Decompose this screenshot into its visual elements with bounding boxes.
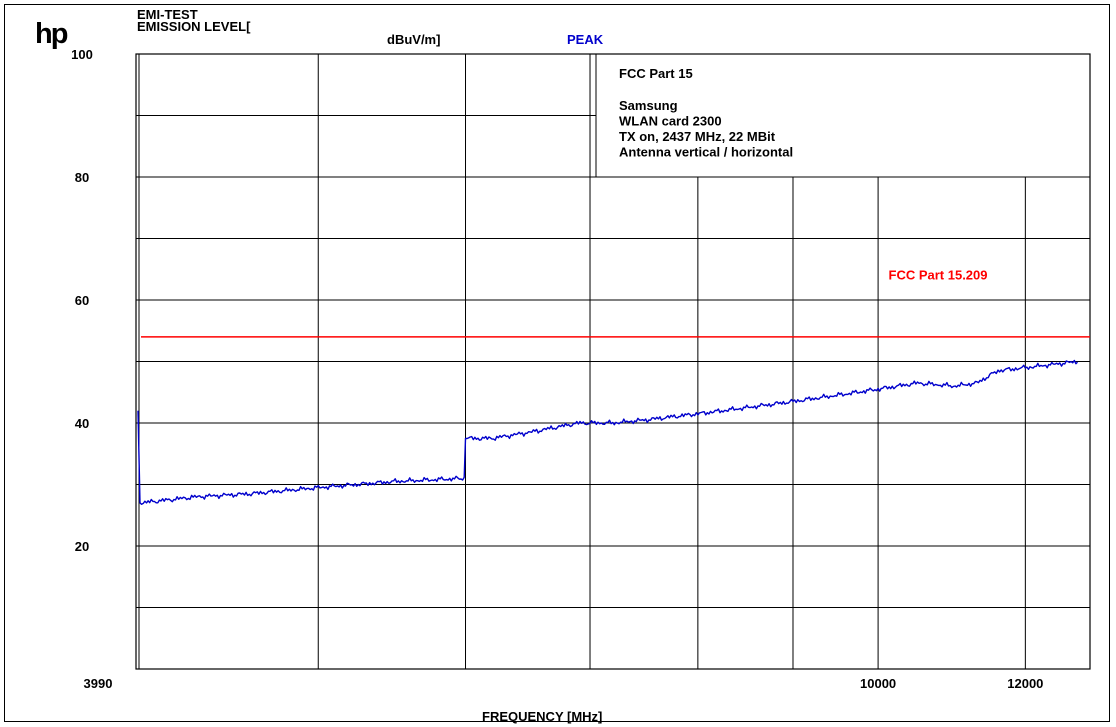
hp-logo: hp <box>35 18 68 50</box>
y-tick-label: 60 <box>75 293 89 308</box>
limit-line-label: FCC Part 15.209 <box>889 267 988 282</box>
annotation-line: Antenna vertical / horizontal <box>619 145 793 160</box>
detector-label: PEAK <box>567 32 604 47</box>
x-tick-label: 12000 <box>1007 676 1043 691</box>
y-tick-label: 40 <box>75 416 89 431</box>
annotation-line: TX on, 2437 MHz, 22 MBit <box>619 129 776 144</box>
chart-title: EMI-TEST <box>137 7 198 22</box>
annotation-line: WLAN card 2300 <box>619 114 722 129</box>
y-axis-unit: dBuV/m] <box>387 32 441 47</box>
y-tick-label: 80 <box>75 170 89 185</box>
y-tick-label: 100 <box>71 47 93 62</box>
x-axis-label: FREQUENCY [MHz] <box>482 709 603 724</box>
emission-trace <box>137 359 1078 505</box>
x-tick-label: 10000 <box>860 676 896 691</box>
chart-frame <box>4 4 1110 722</box>
x-tick-label: 3990 <box>84 676 113 691</box>
annotation-title: FCC Part 15 <box>619 66 693 81</box>
y-tick-label: 20 <box>75 539 89 554</box>
y-axis-label: EMISSION LEVEL[ <box>137 19 251 34</box>
annotation-line: Samsung <box>619 98 678 113</box>
